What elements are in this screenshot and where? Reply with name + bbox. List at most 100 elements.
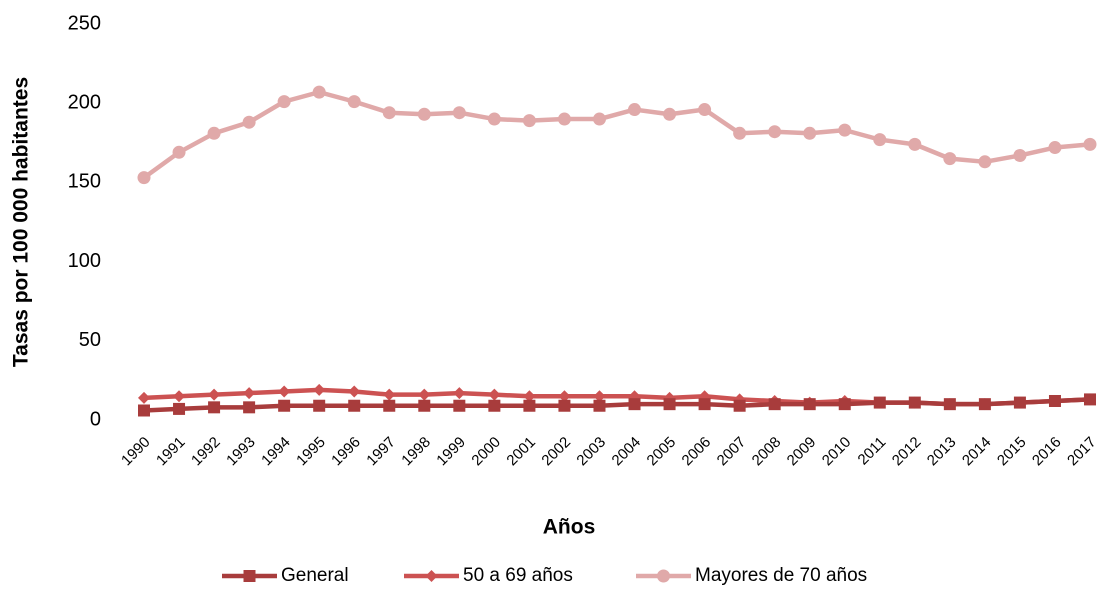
data-point xyxy=(943,152,957,166)
data-point xyxy=(348,399,361,412)
series-line xyxy=(143,397,1091,413)
data-point xyxy=(1048,394,1061,407)
y-tick-label: 250 xyxy=(68,12,101,34)
x-tick-label: 2004 xyxy=(609,434,645,470)
x-tick-label: 1993 xyxy=(223,434,259,470)
data-point xyxy=(978,398,991,411)
data-point xyxy=(382,106,396,120)
x-tick-label: 2014 xyxy=(959,434,995,470)
data-point xyxy=(873,396,886,409)
data-point xyxy=(523,399,536,412)
data-point xyxy=(172,145,186,159)
x-tick-label: 1992 xyxy=(188,434,224,470)
x-tick-label: 1991 xyxy=(153,434,189,470)
data-point xyxy=(768,398,781,411)
x-tick-label: 2015 xyxy=(994,434,1030,470)
data-point xyxy=(908,137,922,151)
data-point xyxy=(487,112,501,126)
legend-marker xyxy=(243,570,256,582)
x-tick-label: 2001 xyxy=(503,434,539,470)
data-point xyxy=(523,390,536,403)
data-point xyxy=(243,387,256,400)
data-point xyxy=(593,399,606,412)
data-point xyxy=(278,399,291,412)
x-tick-label: 1994 xyxy=(258,434,294,470)
data-point xyxy=(838,398,851,411)
data-point xyxy=(1083,137,1097,151)
data-point xyxy=(383,388,396,401)
y-tick-label: 0 xyxy=(90,408,101,430)
data-point xyxy=(452,106,466,120)
y-tick-label: 50 xyxy=(79,329,101,351)
x-tick-label: 1997 xyxy=(363,434,399,470)
x-tick-label: 2005 xyxy=(644,434,680,470)
data-point xyxy=(347,95,361,109)
x-tick-label: 2007 xyxy=(714,434,750,470)
data-point xyxy=(137,171,151,185)
data-point xyxy=(558,399,571,412)
data-point xyxy=(173,390,186,403)
data-point xyxy=(838,123,852,137)
data-point xyxy=(592,112,606,126)
data-point xyxy=(278,385,291,398)
legend-marker xyxy=(657,569,670,583)
data-point xyxy=(313,399,326,412)
data-point xyxy=(628,103,642,117)
x-tick-label: 2012 xyxy=(889,434,925,470)
x-tick-label: 1998 xyxy=(398,434,434,470)
data-point xyxy=(908,396,921,409)
data-point xyxy=(173,402,186,415)
data-point xyxy=(1013,148,1027,162)
data-point xyxy=(768,125,782,139)
legend-marker xyxy=(425,570,438,582)
x-tick-label: 2008 xyxy=(749,434,785,470)
data-point xyxy=(943,398,956,411)
x-tick-label: 1995 xyxy=(293,434,329,470)
x-tick-label: 2009 xyxy=(784,434,820,470)
x-tick-label: 1999 xyxy=(433,434,469,470)
data-point xyxy=(383,399,396,412)
y-tick-label: 100 xyxy=(68,250,101,272)
data-point xyxy=(593,390,606,403)
x-tick-label: 1996 xyxy=(328,434,364,470)
x-axis-title: Años xyxy=(543,516,596,539)
data-point xyxy=(208,401,221,414)
data-point xyxy=(1013,396,1026,409)
data-point xyxy=(557,112,571,126)
x-tick-label: 1990 xyxy=(118,434,154,470)
data-point xyxy=(733,126,747,140)
data-point xyxy=(558,390,571,403)
data-point xyxy=(1084,393,1096,406)
data-point xyxy=(417,107,431,121)
data-point xyxy=(312,85,326,99)
data-point xyxy=(277,95,291,109)
data-point xyxy=(803,398,816,411)
data-point xyxy=(698,103,712,117)
data-point xyxy=(733,399,746,412)
x-tick-label: 2002 xyxy=(538,434,574,470)
data-point xyxy=(313,383,326,396)
data-point xyxy=(1048,141,1062,155)
series-line xyxy=(142,89,1091,180)
data-point xyxy=(453,399,466,412)
x-tick-label: 2013 xyxy=(924,434,960,470)
data-point xyxy=(208,388,221,401)
x-tick-label: 2016 xyxy=(1029,434,1065,470)
data-point xyxy=(453,387,466,400)
y-axis-title: Tasas por 100 000 habitantes xyxy=(10,77,33,367)
data-point xyxy=(663,398,676,411)
data-point xyxy=(348,385,361,398)
x-tick-label: 2000 xyxy=(468,434,504,470)
data-point xyxy=(698,398,711,411)
data-point xyxy=(488,399,501,412)
y-tick-label: 200 xyxy=(68,91,101,113)
x-tick-label: 2017 xyxy=(1064,434,1100,470)
data-point xyxy=(418,388,431,401)
data-point xyxy=(138,404,150,417)
x-tick-label: 2006 xyxy=(679,434,715,470)
x-tick-label: 2011 xyxy=(855,434,890,469)
data-point xyxy=(488,388,501,401)
data-point xyxy=(138,391,150,404)
x-tick-label: 2010 xyxy=(819,434,855,470)
x-tick-label: 2003 xyxy=(573,434,609,470)
